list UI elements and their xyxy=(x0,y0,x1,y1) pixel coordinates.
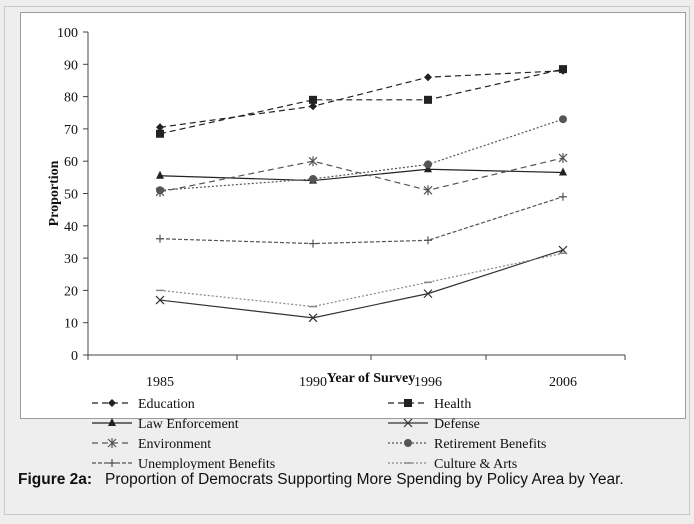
data-point xyxy=(156,171,164,179)
series-environment xyxy=(156,153,567,197)
series-line xyxy=(160,169,563,180)
x-tick-label: 1985 xyxy=(146,375,174,390)
line-chart: 0 10 20 30 40 50 60 70 80 90 100 1985 1990 1996 2006 Ye… xyxy=(0,0,694,470)
figure-caption: Figure 2a: Proportion of Democrats Suppo… xyxy=(18,469,684,490)
caption-text: Proportion of Democrats Supporting More … xyxy=(96,471,623,488)
data-point xyxy=(156,235,164,243)
series-health xyxy=(156,65,567,138)
y-tick-label: 30 xyxy=(64,252,78,267)
caption-body: Proportion of Democrats Supporting More … xyxy=(105,471,624,488)
y-tick-label: 0 xyxy=(71,349,78,364)
legend-label: Environment xyxy=(138,437,211,452)
series-unemployment-benefits xyxy=(156,193,567,248)
data-point xyxy=(424,236,432,244)
data-point xyxy=(404,399,412,407)
series-line xyxy=(160,69,563,134)
x-axis-label: Year of Survey xyxy=(327,371,415,386)
series-line xyxy=(160,158,563,192)
legend-label: Health xyxy=(434,397,471,412)
data-point xyxy=(309,175,317,183)
y-tick-label: 50 xyxy=(64,188,78,203)
data-point xyxy=(424,160,432,168)
caption-label: Figure 2a: xyxy=(18,471,92,488)
series-law-enforcement xyxy=(156,164,567,183)
data-point xyxy=(156,186,164,194)
y-tick-label: 60 xyxy=(64,155,78,170)
series-retirement-benefits xyxy=(156,115,567,194)
y-tick-label: 20 xyxy=(64,284,78,299)
data-point xyxy=(559,153,567,163)
legend-label: Defense xyxy=(434,417,480,432)
data-point xyxy=(108,418,116,426)
data-point xyxy=(559,193,567,201)
data-point xyxy=(559,65,567,73)
data-point xyxy=(404,439,412,447)
y-tick-label: 80 xyxy=(64,91,78,106)
data-point xyxy=(424,73,432,81)
series-line xyxy=(160,250,563,318)
y-axis-label: Proportion xyxy=(47,160,62,226)
data-point xyxy=(108,399,116,407)
data-point xyxy=(156,130,164,138)
data-point xyxy=(424,185,432,195)
x-tick-label: 1996 xyxy=(414,375,442,390)
data-point xyxy=(108,459,116,467)
data-point xyxy=(309,96,317,104)
series-education xyxy=(156,67,567,132)
y-tick-label: 100 xyxy=(57,26,78,41)
data-point xyxy=(309,240,317,248)
legend-label: Retirement Benefits xyxy=(434,437,546,452)
y-tick-label: 90 xyxy=(64,58,78,73)
legend-label: Education xyxy=(138,397,195,412)
series-culture-arts xyxy=(156,253,567,306)
x-tick-label: 2006 xyxy=(549,375,577,390)
series-line xyxy=(160,71,563,128)
series-line xyxy=(160,197,563,244)
axes: 0 10 20 30 40 50 60 70 80 90 100 1985 1990 1996 2006 Ye… xyxy=(47,26,625,390)
x-tick-label: 1990 xyxy=(299,375,327,390)
y-tick-label: 70 xyxy=(64,123,78,138)
legend-label: Law Enforcement xyxy=(138,417,239,432)
series-defense xyxy=(156,246,567,322)
y-tick-label: 10 xyxy=(64,317,78,332)
data-point xyxy=(559,115,567,123)
data-point xyxy=(559,168,567,176)
y-tick-label: 40 xyxy=(64,220,78,235)
series-line xyxy=(160,253,563,306)
data-point xyxy=(424,96,432,104)
legend: Education Health Law Enforcement Defense Env… xyxy=(92,397,546,470)
